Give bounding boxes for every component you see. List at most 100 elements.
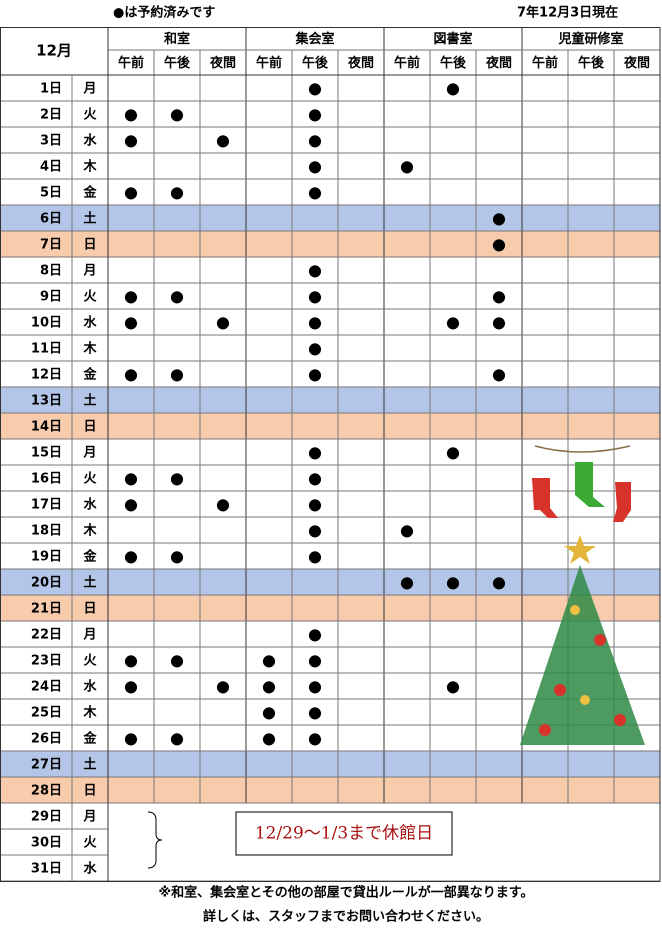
day: 7日	[40, 238, 62, 253]
day: 20日	[31, 576, 62, 591]
booked-mark: ●	[170, 469, 184, 488]
day: 17日	[31, 498, 62, 513]
month: 12月	[36, 42, 72, 60]
booked-mark: ●	[170, 105, 184, 124]
weekday: 土	[83, 575, 96, 591]
legend: ●は予約済みです	[113, 5, 215, 21]
weekday: 土	[83, 757, 96, 773]
weekday: 日	[83, 238, 96, 253]
booked-mark: ●	[124, 547, 138, 566]
day: 11日	[31, 342, 62, 357]
weekday: 金	[82, 549, 97, 565]
weekday: 月	[82, 628, 96, 643]
weekday: 火	[83, 654, 97, 669]
booked-mark: ●	[446, 79, 460, 98]
booked-mark: ●	[308, 469, 322, 488]
booked-mark: ●	[216, 495, 230, 514]
weekday: 日	[83, 420, 96, 435]
booked-mark: ●	[308, 677, 322, 696]
table: 和室午前 午後 夜間集会室午前 午後 夜間図書室午前 午後 夜間児童研修室午前 午後 夜間1日月…	[0, 27, 661, 882]
footer-note: 詳しくは、スタッフまでお問い合わせください。	[203, 909, 489, 925]
weekday: 木	[82, 705, 97, 721]
day: 19日	[31, 550, 62, 565]
booked-mark: ●	[124, 469, 138, 488]
booked-mark: ●	[308, 547, 322, 566]
day: 5日	[40, 186, 62, 201]
weekday: 金	[82, 731, 97, 747]
weekday: 火	[83, 290, 97, 305]
weekday: 土	[83, 393, 96, 409]
weekday: 金	[82, 367, 97, 383]
day: 14日	[31, 420, 62, 435]
day: 10日	[31, 316, 62, 331]
weekday: 木	[82, 159, 97, 175]
day: 26日	[31, 732, 62, 747]
slot-name: 夜間	[209, 55, 236, 71]
weekday: 水	[83, 315, 97, 331]
booked-mark: ●	[124, 105, 138, 124]
row-fill	[0, 205, 660, 231]
row-fill	[0, 413, 660, 439]
booked-mark: ●	[216, 131, 230, 150]
decoration	[520, 445, 645, 745]
booked-mark: ●	[308, 131, 322, 150]
booked-mark: ●	[216, 313, 230, 332]
weekday: 月	[82, 264, 96, 279]
booked-mark: ●	[124, 495, 138, 514]
booked-mark: ●	[170, 651, 184, 670]
day: 28日	[31, 784, 62, 799]
day: 2日	[40, 108, 62, 123]
booked-mark: ●	[308, 495, 322, 514]
booked-mark: ●	[216, 677, 230, 696]
booked-mark: ●	[492, 209, 506, 228]
booked-mark: ●	[308, 339, 322, 358]
day: 4日	[40, 160, 62, 175]
day: 15日	[31, 446, 62, 461]
booked-mark: ●	[492, 313, 506, 332]
weekday: 木	[82, 341, 97, 357]
booked-mark: ●	[308, 79, 322, 98]
booked-mark: ●	[400, 521, 414, 540]
row-fill	[0, 387, 660, 413]
slot-name: 午後	[302, 55, 329, 71]
booked-mark: ●	[492, 365, 506, 384]
booked-mark: ●	[170, 365, 184, 384]
day: 25日	[31, 706, 62, 721]
booked-mark: ●	[308, 183, 322, 202]
booked-mark: ●	[308, 105, 322, 124]
room-name: 児童研修室	[557, 31, 623, 47]
day: 31日	[31, 862, 62, 877]
weekday: 火	[83, 836, 97, 851]
booked-mark: ●	[308, 261, 322, 280]
weekday: 月	[82, 810, 96, 825]
booked-mark: ●	[308, 521, 322, 540]
weekday: 水	[83, 679, 97, 695]
booked-mark: ●	[492, 573, 506, 592]
booked-mark: ●	[262, 729, 276, 748]
row-fill	[0, 751, 660, 777]
slot-name: 午前	[532, 55, 558, 71]
as-of-date: 7年12月3日現在	[517, 5, 618, 21]
day: 12日	[31, 368, 62, 383]
booked-mark: ●	[124, 287, 138, 306]
day: 30日	[31, 836, 62, 851]
brace	[147, 811, 163, 869]
day: 13日	[31, 394, 62, 409]
booked-mark: ●	[446, 443, 460, 462]
weekday: 火	[83, 472, 97, 487]
slot-name: 午前	[118, 55, 144, 71]
weekday: 月	[82, 446, 96, 461]
day: 9日	[40, 290, 62, 305]
row-fill	[0, 777, 660, 803]
day: 3日	[40, 134, 62, 149]
booked-mark: ●	[492, 235, 506, 254]
booked-mark: ●	[308, 313, 322, 332]
row-fill	[0, 595, 660, 621]
booked-mark: ●	[446, 573, 460, 592]
weekday: 水	[83, 861, 97, 877]
booked-mark: ●	[308, 443, 322, 462]
booked-mark: ●	[308, 287, 322, 306]
closed-notice: 12/29～1/3まで休館日	[255, 824, 433, 844]
booked-mark: ●	[124, 313, 138, 332]
